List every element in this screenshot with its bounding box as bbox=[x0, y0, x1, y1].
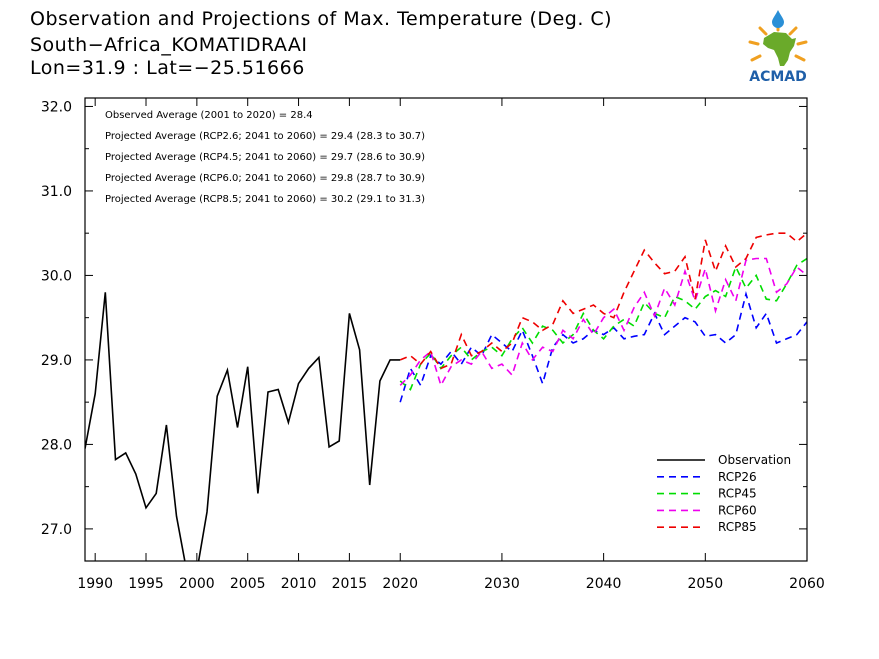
africa-map-icon bbox=[763, 32, 796, 66]
stat-line: Projected Average (RCP2.6; 2041 to 2060)… bbox=[105, 131, 425, 142]
plot-border bbox=[84, 97, 808, 562]
legend: Observation RCP26 RCP45 RCP60 RCP85 bbox=[657, 453, 791, 534]
x-tick-label: 2030 bbox=[484, 576, 520, 592]
legend-label: RCP26 bbox=[718, 470, 757, 484]
y-tick-label: 29.0 bbox=[41, 353, 72, 369]
logo-text: ACMAD bbox=[749, 69, 807, 84]
stat-line: Observed Average (2001 to 2020) = 28.4 bbox=[105, 110, 313, 121]
stat-line: Projected Average (RCP8.5; 2041 to 2060)… bbox=[105, 194, 425, 205]
x-tick-label: 2060 bbox=[789, 576, 825, 592]
series-line-rcp45 bbox=[399, 257, 807, 391]
chart-title: Observation and Projections of Max. Temp… bbox=[30, 8, 613, 30]
y-tick-label: 30.0 bbox=[41, 268, 72, 284]
x-tick-label: 1990 bbox=[77, 576, 113, 592]
acmad-logo: ACMAD bbox=[748, 10, 808, 84]
stats-box: Observed Average (2001 to 2020) = 28.4 Pr… bbox=[105, 110, 425, 205]
x-tick-label: 2010 bbox=[281, 576, 317, 592]
legend-label: RCP85 bbox=[718, 520, 757, 534]
plot-frame bbox=[84, 97, 808, 562]
x-tick-label: 2020 bbox=[382, 576, 418, 592]
y-tick-label: 27.0 bbox=[41, 522, 72, 538]
x-tick-label: 2040 bbox=[586, 576, 622, 592]
legend-label: RCP60 bbox=[718, 503, 757, 517]
x-tick-label: 2015 bbox=[332, 576, 368, 592]
legend-label: Observation bbox=[718, 453, 791, 467]
series-line-rcp85 bbox=[399, 232, 807, 370]
stat-line: Projected Average (RCP6.0; 2041 to 2060)… bbox=[105, 173, 425, 184]
y-tick-label: 32.0 bbox=[41, 99, 72, 115]
stat-line: Projected Average (RCP4.5; 2041 to 2060)… bbox=[105, 152, 425, 163]
x-tick-label: 2000 bbox=[179, 576, 215, 592]
x-tick-label: 2005 bbox=[230, 576, 266, 592]
axes-group: 27.0 28.0 29.0 30.0 31.0 32.0 1990 1995 2000 2005… bbox=[41, 98, 825, 592]
x-tick-label: 2050 bbox=[687, 576, 723, 592]
location-name: South−Africa_KOMATIDRAAI bbox=[30, 34, 308, 56]
series-group bbox=[85, 232, 807, 561]
series-line-rcp60 bbox=[399, 257, 807, 388]
legend-label: RCP45 bbox=[718, 487, 757, 501]
series-line-rcp26 bbox=[399, 290, 807, 403]
water-drop-icon bbox=[772, 10, 784, 28]
y-tick-label: 31.0 bbox=[41, 184, 72, 200]
x-tick-label: 1995 bbox=[128, 576, 164, 592]
y-tick-label: 28.0 bbox=[41, 437, 72, 453]
coordinates-label: Lon=31.9 : Lat=−25.51666 bbox=[30, 57, 305, 79]
series-line-observation bbox=[85, 292, 401, 561]
